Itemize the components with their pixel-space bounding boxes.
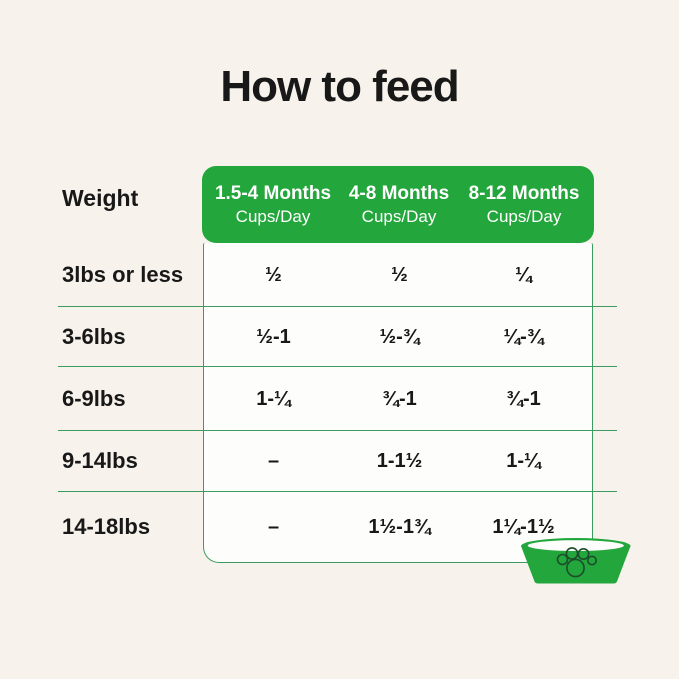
cell-value: 1½-1¾ (368, 515, 431, 538)
cell-value: – (267, 515, 280, 538)
table-row: ½-1 ½-¾ ¼-¾ (204, 307, 592, 367)
cell-value: 1-1½ (376, 450, 423, 472)
column-range: 1.5-4 Months (214, 182, 332, 204)
row-separator (58, 366, 617, 368)
cell-value: 1¼-1½ (492, 515, 555, 538)
column-range: 4-8 Months (348, 182, 450, 204)
table-row: – 1-1½ 1-¼ (204, 431, 592, 492)
cell-value: ¾-1 (506, 387, 541, 410)
cell-value: ½-¾ (379, 325, 420, 348)
weight-row-label: 14-18lbs (62, 514, 151, 539)
table-row: ½ ½ ¼ (204, 243, 592, 307)
table-row: – 1½-1¾ 1¼-1½ (204, 492, 592, 562)
column-header-2: 4-8 Months Cups/Day (344, 183, 454, 227)
table-row: 1-¼ ¾-1 ¾-1 (204, 367, 592, 431)
cell-value: ½ (391, 263, 408, 286)
column-unit: Cups/Day (235, 206, 311, 226)
weight-row-label: 9-14lbs (62, 448, 138, 473)
page-title: How to feed (220, 62, 459, 111)
weight-row-label: 3lbs or less (62, 262, 184, 287)
cell-value: ¾-1 (382, 387, 417, 410)
row-separator (58, 430, 617, 432)
dog-bowl-paw-icon (521, 538, 631, 584)
cell-value: ½ (265, 263, 282, 286)
cell-value: ¼-¾ (503, 325, 544, 348)
weight-row-label: 3-6lbs (62, 324, 126, 349)
cell-value: 1-¼ (256, 387, 291, 410)
cell-value: – (267, 450, 280, 472)
column-range: 8-12 Months (468, 182, 580, 204)
table-header: 1.5-4 Months Cups/Day 4-8 Months Cups/Da… (202, 166, 594, 243)
row-separator (58, 306, 617, 308)
column-header-1: 1.5-4 Months Cups/Day (202, 183, 344, 227)
weight-row-label: 6-9lbs (62, 386, 126, 411)
column-unit: Cups/Day (486, 206, 562, 226)
column-unit: Cups/Day (361, 206, 437, 226)
table-body: ½ ½ ¼ ½-1 ½-¾ ¼-¾ 1-¼ ¾-1 ¾-1 – 1-1½ 1-¼… (203, 243, 593, 563)
row-separator (58, 491, 617, 493)
weight-column-header: Weight (62, 185, 139, 211)
cell-value: ½-1 (256, 325, 291, 348)
cell-value: 1-¼ (506, 450, 541, 472)
cell-value: ¼ (515, 263, 532, 286)
column-header-3: 8-12 Months Cups/Day (454, 183, 594, 227)
